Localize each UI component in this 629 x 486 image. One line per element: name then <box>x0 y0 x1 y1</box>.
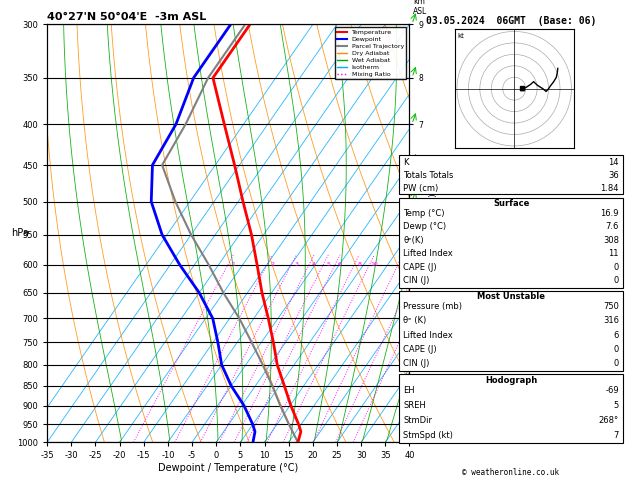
Text: StmSpd (kt): StmSpd (kt) <box>403 431 453 440</box>
Text: 25: 25 <box>414 309 422 314</box>
Text: 03.05.2024  06GMT  (Base: 06): 03.05.2024 06GMT (Base: 06) <box>426 16 596 26</box>
Text: 0: 0 <box>614 277 619 285</box>
Text: 4: 4 <box>312 262 316 267</box>
Text: 0: 0 <box>614 359 619 368</box>
Text: θᵉ(K): θᵉ(K) <box>403 236 424 245</box>
Text: 750: 750 <box>603 302 619 311</box>
Text: 6: 6 <box>338 262 342 267</box>
Text: SREH: SREH <box>403 401 426 410</box>
Text: km
ASL: km ASL <box>413 0 427 16</box>
Text: CAPE (J): CAPE (J) <box>403 263 437 272</box>
Text: 0: 0 <box>614 263 619 272</box>
Text: -69: -69 <box>605 386 619 395</box>
Text: Surface: Surface <box>493 199 529 208</box>
Text: StmDir: StmDir <box>403 416 432 425</box>
Text: θᵉ (K): θᵉ (K) <box>403 316 426 325</box>
Text: LCL
1: LCL 1 <box>415 387 428 400</box>
Text: 5: 5 <box>614 401 619 410</box>
Text: Dewp (°C): Dewp (°C) <box>403 222 447 231</box>
Text: 316: 316 <box>603 316 619 325</box>
Text: Totals Totals: Totals Totals <box>403 171 454 180</box>
Text: CIN (J): CIN (J) <box>403 359 430 368</box>
Text: 11: 11 <box>608 249 619 259</box>
Text: 14: 14 <box>608 158 619 167</box>
Text: Hodograph: Hodograph <box>485 376 537 385</box>
Text: Lifted Index: Lifted Index <box>403 249 453 259</box>
Text: 10: 10 <box>370 262 378 267</box>
Text: 8: 8 <box>357 262 361 267</box>
Text: 5: 5 <box>326 262 330 267</box>
Text: 15: 15 <box>399 262 406 267</box>
Text: kt: kt <box>457 33 464 38</box>
Text: 1: 1 <box>231 262 235 267</box>
Text: PW (cm): PW (cm) <box>403 184 438 192</box>
Text: 20: 20 <box>414 274 421 279</box>
Text: 6: 6 <box>613 330 619 340</box>
Text: Pressure (mb): Pressure (mb) <box>403 302 462 311</box>
Text: 2: 2 <box>270 262 274 267</box>
Text: CIN (J): CIN (J) <box>403 277 430 285</box>
X-axis label: Dewpoint / Temperature (°C): Dewpoint / Temperature (°C) <box>159 463 298 473</box>
Text: 16.9: 16.9 <box>601 209 619 218</box>
Text: CAPE (J): CAPE (J) <box>403 345 437 354</box>
Text: 268°: 268° <box>599 416 619 425</box>
Text: EH: EH <box>403 386 415 395</box>
Text: Most Unstable: Most Unstable <box>477 292 545 301</box>
Text: 1.84: 1.84 <box>601 184 619 192</box>
Y-axis label: Mixing Ratio (g/kg): Mixing Ratio (g/kg) <box>429 193 438 273</box>
Text: 36: 36 <box>608 171 619 180</box>
Text: K: K <box>403 158 409 167</box>
Legend: Temperature, Dewpoint, Parcel Trajectory, Dry Adiabat, Wet Adiabat, Isotherm, Mi: Temperature, Dewpoint, Parcel Trajectory… <box>335 27 406 79</box>
Text: Lifted Index: Lifted Index <box>403 330 453 340</box>
Text: 3: 3 <box>294 262 298 267</box>
Text: 7.6: 7.6 <box>606 222 619 231</box>
Text: 40°27'N 50°04'E  -3m ASL: 40°27'N 50°04'E -3m ASL <box>47 12 206 22</box>
Text: 7: 7 <box>613 431 619 440</box>
Text: hPa: hPa <box>11 228 29 238</box>
Text: © weatheronline.co.uk: © weatheronline.co.uk <box>462 468 560 477</box>
Text: 308: 308 <box>603 236 619 245</box>
Text: 0: 0 <box>614 345 619 354</box>
Text: Temp (°C): Temp (°C) <box>403 209 445 218</box>
